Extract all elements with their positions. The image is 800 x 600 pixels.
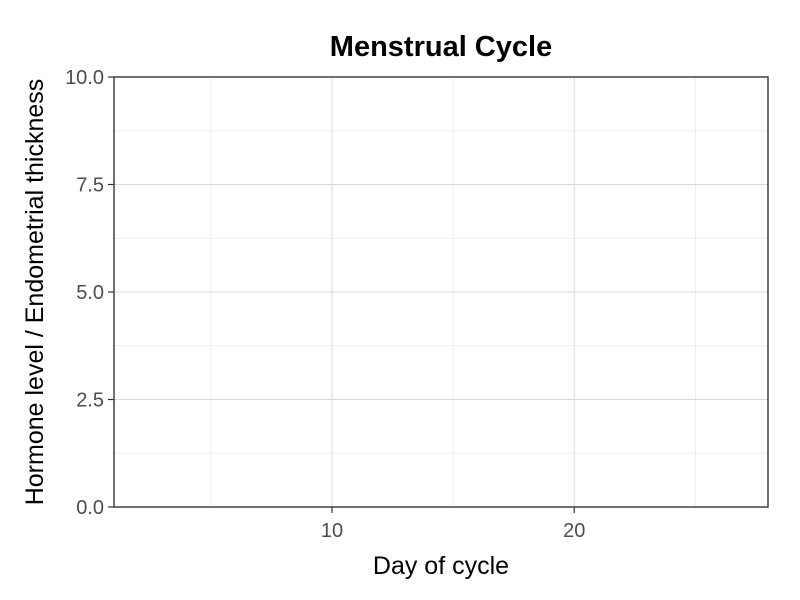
x-axis-ticks: 10 20: [321, 507, 585, 542]
y-axis-label: Hormone level / Endometrial thickness: [21, 79, 49, 506]
x-axis-label: Day of cycle: [373, 552, 509, 580]
x-tick-label: 10: [321, 520, 343, 542]
x-tick-label: 20: [563, 520, 585, 542]
y-axis-ticks: 0.0 2.5 5.0 7.5 10.0: [65, 67, 114, 519]
y-tick-label: 0.0: [76, 497, 104, 519]
y-tick-label: 7.5: [76, 175, 104, 197]
minor-gridlines: [114, 77, 768, 507]
y-tick-label: 2.5: [76, 390, 104, 412]
y-tick-label: 5.0: [76, 282, 104, 304]
chart-title: Menstrual Cycle: [330, 31, 552, 63]
y-tick-label: 10.0: [65, 67, 104, 89]
